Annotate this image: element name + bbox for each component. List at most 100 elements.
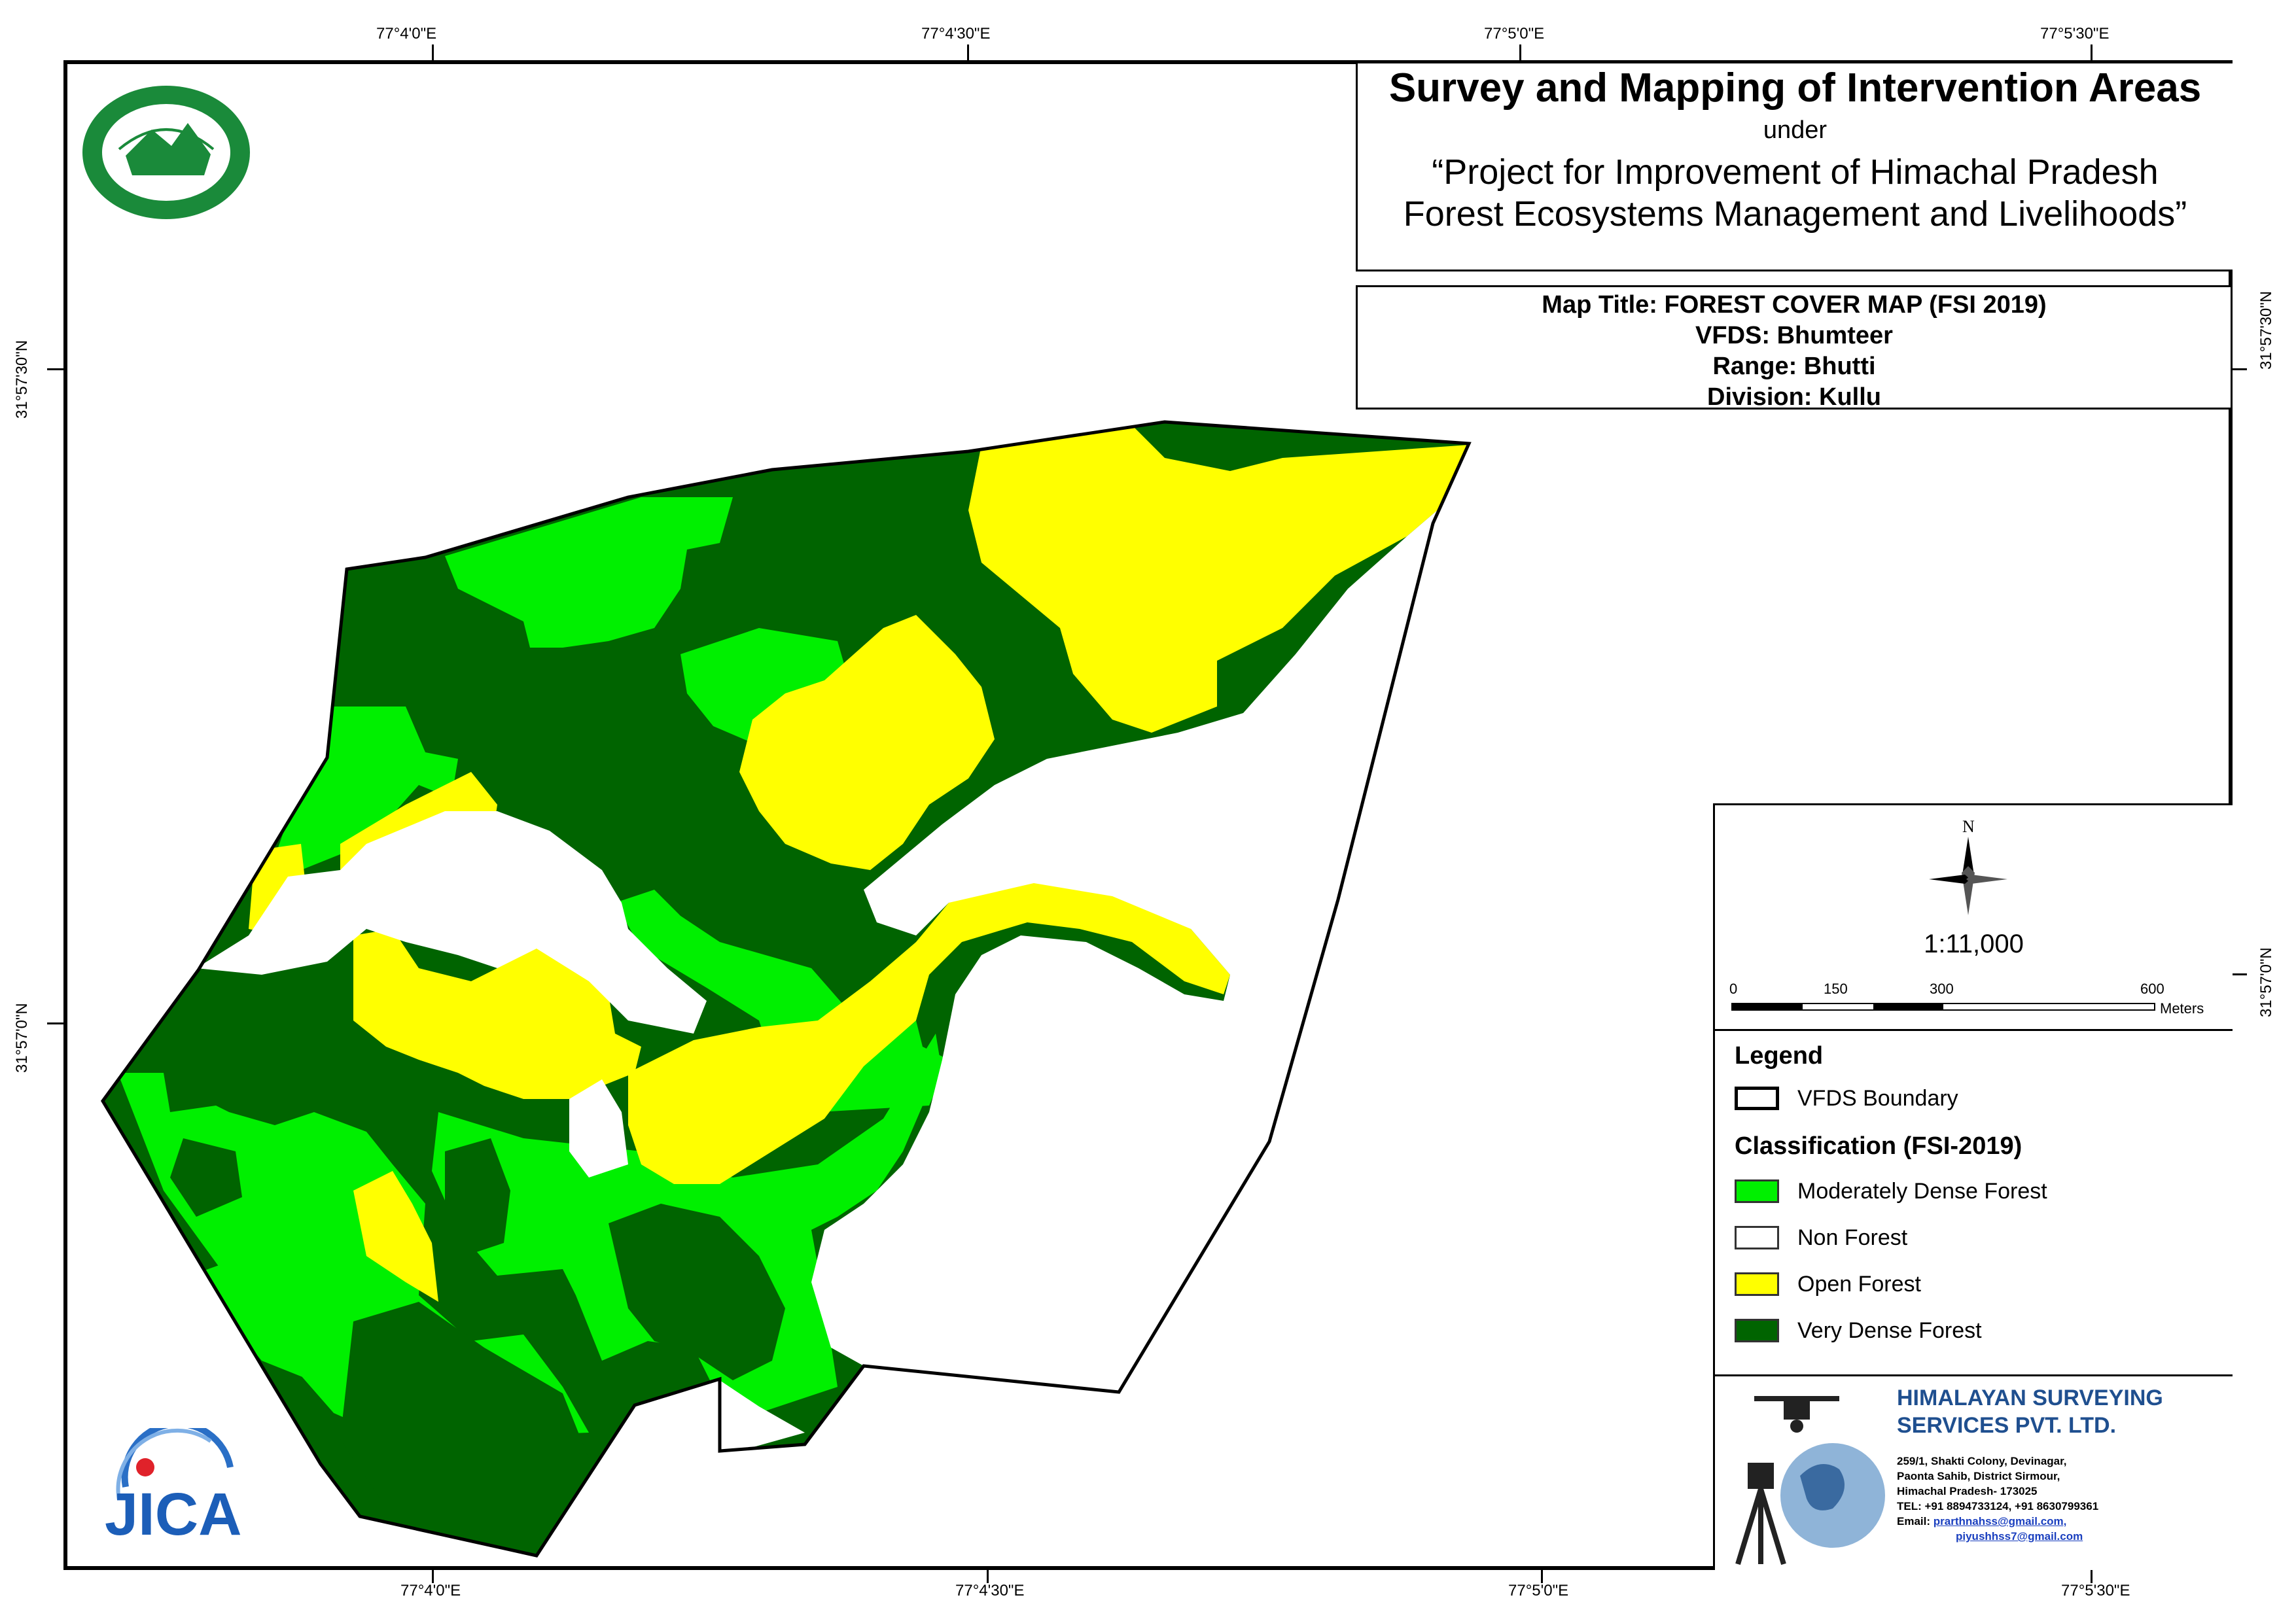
title-panel: Survey and Mapping of Intervention Areas…: [1356, 63, 2233, 271]
classification-title: Classification (FSI-2019): [1735, 1132, 2022, 1160]
project-title-line: Forest Ecosystems Management and Livelih…: [1403, 194, 2187, 234]
coord-label-bottom: 77°4'30"E: [955, 1582, 1025, 1599]
scale-segment: [1803, 1004, 1873, 1009]
coord-label-left: 31°57'0"N: [13, 1003, 31, 1073]
coord-label-top: 77°5'0"E: [1484, 25, 1545, 43]
non-forest-area: [569, 1079, 628, 1178]
legend-title: Legend: [1735, 1042, 1824, 1070]
address-line: TEL: +91 8894733124, +91 8630799361: [1897, 1500, 2099, 1512]
north-label: N: [1962, 817, 1975, 836]
scale-tick-label: 600: [2140, 981, 2164, 997]
legend-label: Very Dense Forest: [1797, 1318, 1982, 1343]
legend-panel: N 1:11,000 0 150 300 600 Meters Legend V…: [1713, 803, 2233, 1570]
legend-item-very-dense: Very Dense Forest: [1735, 1318, 1982, 1344]
scale-ratio: 1:11,000: [1924, 930, 2024, 958]
moderately-dense-forest-area: [190, 1243, 366, 1387]
map-info-panel: Map Title: FOREST COVER MAP (FSI 2019) V…: [1356, 285, 2233, 411]
jica-logo: JICA: [99, 1420, 247, 1548]
division-label: Division: Kullu: [1707, 383, 1881, 411]
company-address: 259/1, Shakti Colony, Devinagar, Paonta …: [1897, 1454, 2098, 1544]
divider: [1715, 1029, 2233, 1031]
scale-tick-label: 150: [1824, 981, 1848, 997]
legend-label: Non Forest: [1797, 1225, 1908, 1250]
scale-segment: [1733, 1004, 1803, 1009]
scale-segment: [1873, 1004, 1943, 1009]
open-forest-area: [353, 1171, 438, 1302]
grid-tick: [987, 1570, 989, 1583]
coord-label-left: 31°57'30"N: [13, 340, 31, 419]
forest-department-logo: [80, 84, 253, 221]
address-line: Himachal Pradesh- 173025: [1897, 1485, 2038, 1497]
grid-tick: [2233, 973, 2247, 975]
non-forest-area: [811, 497, 1453, 1392]
very-dense-forest-area: [445, 1138, 510, 1256]
grid-tick: [47, 1022, 63, 1024]
email-label: Email:: [1897, 1515, 1934, 1527]
coord-label-top: 77°4'30"E: [921, 25, 991, 43]
company-panel: HIMALAYAN SURVEYING SERVICES PVT. LTD. 2…: [1715, 1374, 2233, 1574]
scale-unit: Meters: [2160, 1000, 2204, 1017]
non-forest-area: [720, 1380, 805, 1451]
grid-tick: [1541, 1570, 1543, 1583]
map-main-title: Survey and Mapping of Intervention Areas: [1388, 65, 2202, 111]
moderately-dense-forest-area: [445, 497, 733, 648]
moderately-dense-swatch: [1735, 1179, 1779, 1203]
open-forest-swatch: [1735, 1272, 1779, 1296]
legend-item-open-forest: Open Forest: [1735, 1271, 1921, 1297]
scale-segment: [1943, 1004, 2154, 1009]
grid-tick: [432, 1570, 434, 1583]
boundary-swatch: [1735, 1087, 1779, 1110]
scale-tick-label: 0: [1729, 981, 1738, 997]
scale-tick-label: 300: [1930, 981, 1954, 997]
coord-label-right: 31°57'30"N: [2257, 290, 2275, 370]
moderately-dense-forest-area: [680, 628, 851, 746]
very-dense-forest-area: [170, 1138, 242, 1217]
email-line: piyushhss7@gmail.com: [1897, 1529, 2098, 1544]
company-name-line: SERVICES PVT. LTD.: [1897, 1413, 2117, 1438]
north-arrow-icon: N: [1926, 817, 2011, 915]
grid-tick: [1519, 44, 1521, 60]
grid-tick: [967, 44, 969, 60]
legend-label: Open Forest: [1797, 1271, 1921, 1297]
coord-label-right: 31°57'0"N: [2257, 947, 2275, 1017]
legend-item-moderately-dense: Moderately Dense Forest: [1735, 1178, 2047, 1204]
scale-bar: [1731, 1003, 2155, 1011]
vfds-boundary: [101, 420, 1472, 1558]
project-title: “Project for Improvement of Himachal Pra…: [1358, 151, 2233, 235]
legend-item-non-forest: Non Forest: [1735, 1225, 1907, 1251]
open-forest-area: [628, 877, 1230, 1184]
project-title-line: “Project for Improvement of Himachal Pra…: [1432, 152, 2159, 192]
email-line: Email: prarthnahss@gmail.com,: [1897, 1514, 2098, 1529]
open-forest-area: [353, 929, 641, 1099]
company-name-line: HIMALAYAN SURVEYING: [1897, 1386, 2163, 1410]
grid-tick: [2233, 368, 2247, 370]
very-dense-swatch: [1735, 1319, 1779, 1342]
grid-tick: [2091, 44, 2093, 60]
email-link[interactable]: piyushhss7@gmail.com: [1956, 1530, 2083, 1543]
non-forest-swatch: [1735, 1226, 1779, 1249]
legend-label: Moderately Dense Forest: [1797, 1178, 2047, 1204]
coord-label-top: 77°5'30"E: [2040, 25, 2110, 43]
very-dense-forest-area: [609, 1204, 785, 1380]
company-name: HIMALAYAN SURVEYING SERVICES PVT. LTD.: [1897, 1384, 2163, 1439]
map-title-label: Map Title: FOREST COVER MAP (FSI 2019): [1542, 291, 2047, 319]
very-dense-forest-area: [340, 1302, 589, 1524]
vfds-label: VFDS: Bhumteer: [1695, 322, 1893, 349]
grid-tick: [432, 44, 434, 60]
coord-label-bottom: 77°5'0"E: [1508, 1582, 1569, 1599]
address-line: Paonta Sahib, District Sirmour,: [1897, 1470, 2060, 1482]
grid-tick: [47, 368, 63, 370]
email-link[interactable]: prarthnahss@gmail.com,: [1933, 1515, 2067, 1527]
legend-label: VFDS Boundary: [1797, 1085, 1958, 1111]
coord-label-bottom: 77°4'0"E: [400, 1582, 461, 1599]
legend-item-boundary: VFDS Boundary: [1735, 1085, 1958, 1111]
address-line: 259/1, Shakti Colony, Devinagar,: [1897, 1455, 2067, 1467]
non-forest-area: [196, 811, 707, 1034]
surveying-logo: [1728, 1384, 1892, 1567]
coord-label-bottom: 77°5'30"E: [2061, 1582, 2130, 1599]
open-forest-area: [739, 615, 995, 870]
coord-label-top: 77°4'0"E: [376, 25, 437, 43]
open-forest-area: [968, 425, 1469, 733]
range-label: Range: Bhutti: [1712, 353, 1876, 380]
